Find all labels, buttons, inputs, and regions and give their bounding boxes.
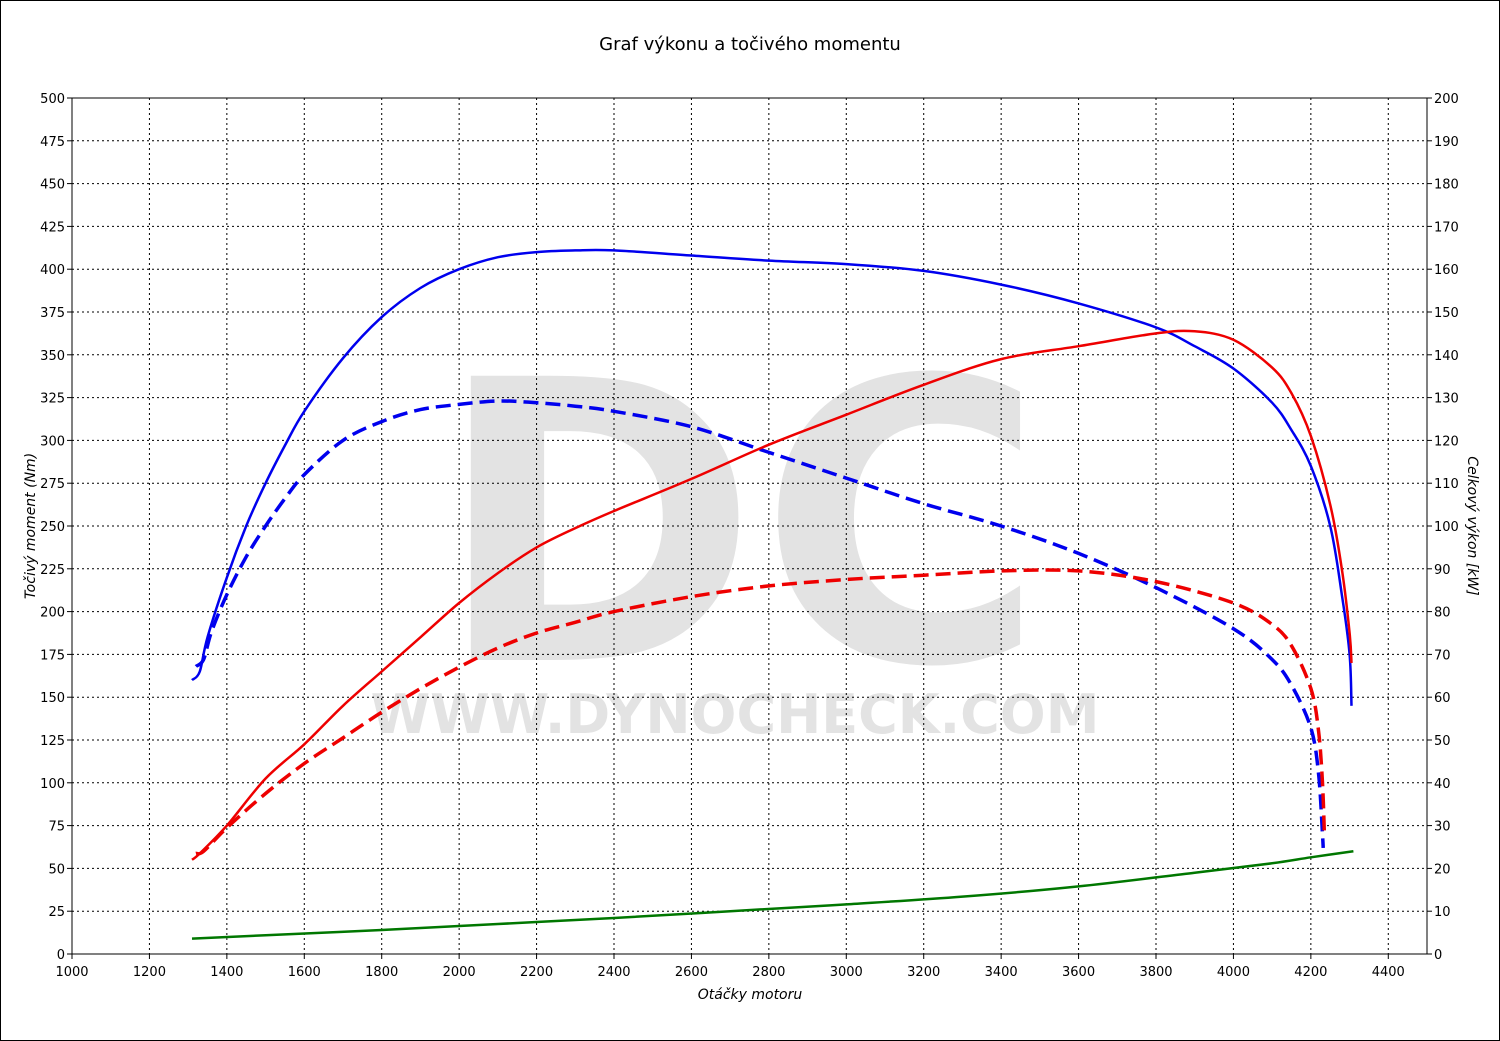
y-axis-right-label: Celkový výkon [kW] bbox=[1464, 456, 1480, 595]
y-right-tick-label: 20 bbox=[1434, 862, 1451, 877]
y-axis-left-label: Točivý moment (Nm) bbox=[23, 453, 39, 599]
x-tick-label: 1800 bbox=[365, 965, 398, 980]
x-tick-label: 4200 bbox=[1294, 965, 1327, 980]
y-axis-right: 0 10 20 30 40 50 60 70 80 90 100 110 120 130 140 150 160… bbox=[1427, 92, 1459, 963]
y-right-tick-label: 130 bbox=[1434, 392, 1459, 407]
y-right-tick-label: 190 bbox=[1434, 135, 1459, 150]
y-left-tick-label: 300 bbox=[40, 434, 65, 449]
series-power-tuned bbox=[191, 248, 1353, 706]
y-right-tick-label: 60 bbox=[1434, 691, 1451, 706]
x-tick-label: 1400 bbox=[210, 965, 243, 980]
y-left-tick-label: 225 bbox=[40, 563, 65, 578]
y-left-tick-label: 475 bbox=[40, 135, 65, 150]
y-left-tick-label: 125 bbox=[40, 734, 65, 749]
series-group bbox=[191, 248, 1354, 940]
dynocheck-watermark: DC WWW.DYNOCHECK.COM bbox=[371, 298, 1100, 752]
x-tick-label: 3200 bbox=[907, 965, 940, 980]
y-left-tick-label: 100 bbox=[40, 777, 65, 792]
y-left-tick-label: 500 bbox=[40, 92, 65, 107]
y-right-tick-label: 140 bbox=[1434, 349, 1459, 364]
x-tick-label: 3600 bbox=[1062, 965, 1095, 980]
y-right-tick-label: 80 bbox=[1434, 606, 1451, 621]
y-right-tick-label: 100 bbox=[1434, 520, 1459, 535]
series-torque-stock bbox=[195, 568, 1327, 856]
y-left-tick-label: 250 bbox=[40, 520, 65, 535]
x-axis-label: Otáčky motoru bbox=[698, 987, 803, 1003]
watermark-url: WWW.DYNOCHECK.COM bbox=[371, 683, 1100, 746]
x-tick-label: 1200 bbox=[133, 965, 166, 980]
y-left-tick-label: 25 bbox=[48, 905, 65, 920]
x-tick-label: 1000 bbox=[55, 965, 88, 980]
x-tick-label: 3800 bbox=[1139, 965, 1172, 980]
y-right-tick-label: 200 bbox=[1434, 92, 1459, 107]
y-right-tick-label: 150 bbox=[1434, 306, 1459, 321]
y-left-tick-label: 75 bbox=[48, 820, 65, 835]
x-tick-label: 2800 bbox=[752, 965, 785, 980]
series-torque-tuned bbox=[191, 329, 1353, 861]
y-right-tick-label: 0 bbox=[1434, 948, 1442, 963]
y-right-tick-label: 10 bbox=[1434, 905, 1451, 920]
x-axis: 1000 1200 1400 1600 1800 2000 2200 2400 2600 2800… bbox=[55, 954, 1405, 980]
y-left-tick-label: 275 bbox=[40, 477, 65, 492]
y-left-tick-label: 425 bbox=[40, 220, 65, 235]
y-left-tick-label: 350 bbox=[40, 349, 65, 364]
y-left-tick-label: 200 bbox=[40, 606, 65, 621]
y-left-tick-label: 325 bbox=[40, 392, 65, 407]
series-loss bbox=[191, 850, 1354, 940]
y-right-tick-label: 70 bbox=[1434, 648, 1451, 663]
x-tick-label: 3000 bbox=[830, 965, 863, 980]
series-power-stock bbox=[194, 399, 1325, 848]
x-tick-label: 2400 bbox=[597, 965, 630, 980]
y-axis-left: 0 25 50 75 100 125 150 175 200 225 250 275 300 325 350… bbox=[40, 92, 72, 963]
x-tick-label: 2200 bbox=[520, 965, 553, 980]
y-left-tick-label: 400 bbox=[40, 263, 65, 278]
x-tick-label: 1600 bbox=[288, 965, 321, 980]
y-left-tick-label: 150 bbox=[40, 691, 65, 706]
x-tick-label: 2000 bbox=[443, 965, 476, 980]
y-left-tick-label: 50 bbox=[48, 862, 65, 877]
y-left-tick-label: 175 bbox=[40, 648, 65, 663]
y-right-tick-label: 40 bbox=[1434, 777, 1451, 792]
y-left-tick-label: 450 bbox=[40, 178, 65, 193]
x-tick-label: 4000 bbox=[1217, 965, 1250, 980]
y-right-tick-label: 180 bbox=[1434, 178, 1459, 193]
y-right-tick-label: 160 bbox=[1434, 263, 1459, 278]
y-right-tick-label: 110 bbox=[1434, 477, 1459, 492]
x-tick-label: 4400 bbox=[1372, 965, 1405, 980]
y-right-tick-label: 50 bbox=[1434, 734, 1451, 749]
y-right-tick-label: 30 bbox=[1434, 820, 1451, 835]
chart-title: Graf výkonu a točivého momentu bbox=[599, 34, 901, 55]
y-left-tick-label: 375 bbox=[40, 306, 65, 321]
y-right-tick-label: 90 bbox=[1434, 563, 1451, 578]
y-left-tick-label: 0 bbox=[57, 948, 65, 963]
y-right-tick-label: 170 bbox=[1434, 220, 1459, 235]
x-tick-label: 2600 bbox=[675, 965, 708, 980]
y-right-tick-label: 120 bbox=[1434, 434, 1459, 449]
x-tick-label: 3400 bbox=[985, 965, 1018, 980]
